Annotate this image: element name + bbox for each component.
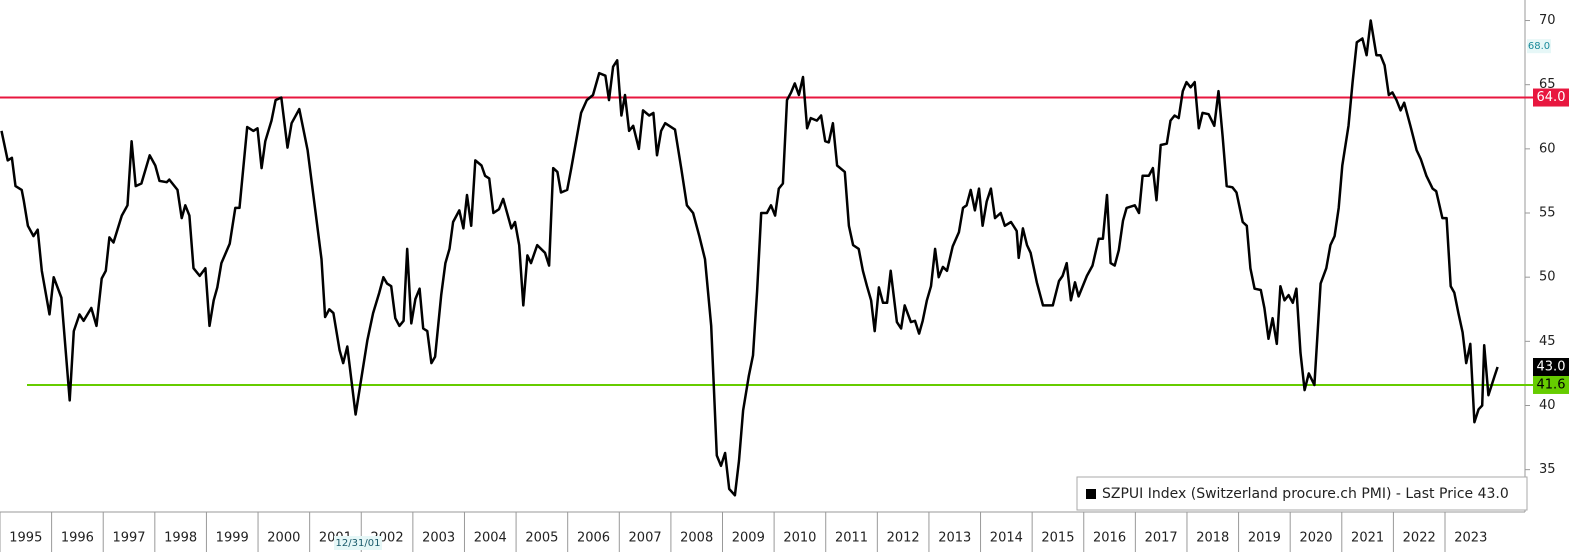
x-tick-label: 2010 xyxy=(783,531,816,546)
x-tick-label: 1995 xyxy=(9,531,42,546)
y-tick-label: 40 xyxy=(1539,398,1556,413)
x-tick-label: 2021 xyxy=(1351,531,1384,546)
x-tick-label: 1998 xyxy=(164,531,197,546)
annotation-box xyxy=(334,536,382,550)
reference-label-box xyxy=(1533,88,1569,107)
y-tick-label: 65 xyxy=(1539,77,1556,92)
legend-box xyxy=(1076,476,1528,511)
x-tick-label: 1999 xyxy=(216,531,249,546)
reference-label: 41.6 xyxy=(1537,377,1566,392)
reference-label: 64.0 xyxy=(1537,90,1566,105)
annotation: 12/31/01 xyxy=(336,538,381,549)
x-tick-label: 1996 xyxy=(61,531,94,546)
x-tick-label: 2020 xyxy=(1299,531,1332,546)
marker-label: 68.0 xyxy=(1528,41,1550,52)
x-tick-label: 2011 xyxy=(835,531,868,546)
y-tick-label: 50 xyxy=(1539,270,1556,285)
x-tick-label: 2003 xyxy=(422,531,455,546)
x-tick-label: 2009 xyxy=(732,531,765,546)
x-tick-label: 2004 xyxy=(474,531,507,546)
y-tick-label: 45 xyxy=(1539,334,1556,349)
legend-label: SZPUI Index (Switzerland procure.ch PMI)… xyxy=(1102,486,1509,502)
x-tick-label: 2023 xyxy=(1454,531,1487,546)
x-tick-label: 2007 xyxy=(629,531,662,546)
last-price-label: 43.0 xyxy=(1537,359,1566,374)
x-tick-label: 2018 xyxy=(1196,531,1229,546)
x-tick-label: 2022 xyxy=(1403,531,1436,546)
y-tick-label: 55 xyxy=(1539,206,1556,221)
y-tick-label: 60 xyxy=(1539,141,1556,156)
x-tick-label: 1997 xyxy=(112,531,145,546)
reference-label-box xyxy=(1533,375,1569,394)
x-tick-label: 2008 xyxy=(680,531,713,546)
y-tick-label: 70 xyxy=(1539,13,1556,28)
marker-label-box xyxy=(1527,39,1551,54)
last-price-box xyxy=(1533,357,1569,376)
x-tick-label: 2005 xyxy=(525,531,558,546)
x-tick-label: 2015 xyxy=(1041,531,1074,546)
x-tick-label: 2000 xyxy=(267,531,300,546)
x-tick-label: 2017 xyxy=(1145,531,1178,546)
x-tick-label: 2006 xyxy=(577,531,610,546)
x-tick-label: 2014 xyxy=(990,531,1023,546)
data-line xyxy=(0,19,1499,497)
x-tick-label: 2012 xyxy=(887,531,920,546)
legend-swatch xyxy=(1086,489,1096,499)
x-tick-label: 2013 xyxy=(938,531,971,546)
x-tick-label: 2016 xyxy=(1093,531,1126,546)
y-tick-label: 35 xyxy=(1539,462,1556,477)
x-tick-label: 2019 xyxy=(1248,531,1281,546)
